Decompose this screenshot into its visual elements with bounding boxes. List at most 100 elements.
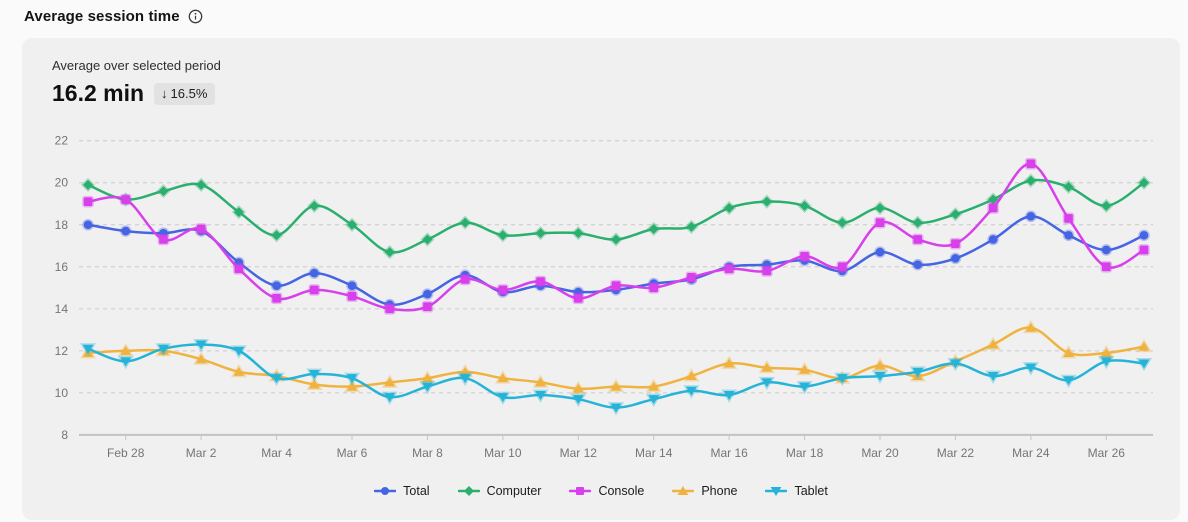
data-point[interactable]: [1135, 338, 1153, 353]
data-point[interactable]: [607, 378, 625, 393]
data-point[interactable]: [119, 193, 132, 206]
data-point[interactable]: [495, 228, 510, 243]
series-tablet[interactable]: [79, 339, 1153, 416]
data-point[interactable]: [572, 292, 585, 305]
data-point[interactable]: [80, 177, 96, 192]
data-point[interactable]: [1100, 244, 1113, 256]
data-point[interactable]: [494, 370, 511, 384]
data-point[interactable]: [948, 207, 963, 222]
data-point[interactable]: [910, 215, 925, 230]
data-point[interactable]: [759, 194, 774, 209]
data-point[interactable]: [949, 252, 962, 265]
data-point[interactable]: [343, 378, 361, 393]
data-point[interactable]: [872, 200, 888, 216]
data-point[interactable]: [419, 370, 436, 384]
legend-item-phone[interactable]: Phone: [672, 484, 737, 498]
data-point[interactable]: [269, 228, 284, 243]
data-point[interactable]: [230, 345, 247, 359]
data-point[interactable]: [193, 351, 210, 365]
data-point[interactable]: [645, 378, 662, 393]
data-point[interactable]: [874, 216, 886, 229]
data-point[interactable]: [195, 223, 207, 235]
data-point[interactable]: [346, 279, 358, 292]
data-point[interactable]: [343, 372, 361, 387]
data-point[interactable]: [308, 267, 321, 279]
data-point[interactable]: [381, 391, 398, 405]
data-point[interactable]: [381, 374, 398, 388]
data-point[interactable]: [155, 343, 172, 357]
data-point[interactable]: [645, 393, 662, 408]
info-icon[interactable]: [188, 9, 203, 24]
data-point[interactable]: [570, 380, 587, 395]
series-phone[interactable]: [79, 319, 1153, 395]
session-time-chart[interactable]: 8 10 12 14 16 18 20 22 Feb 28 Mar 2 Mar 4 Mar 6 Mar …: [22, 126, 1180, 471]
data-point[interactable]: [533, 226, 548, 241]
data-point[interactable]: [987, 233, 999, 246]
data-point[interactable]: [1060, 374, 1077, 389]
data-point[interactable]: [117, 355, 134, 370]
data-point[interactable]: [1025, 158, 1037, 170]
data-point[interactable]: [571, 226, 586, 241]
data-point[interactable]: [194, 177, 209, 192]
data-point[interactable]: [1062, 229, 1075, 242]
data-point[interactable]: [947, 357, 964, 372]
data-point[interactable]: [419, 381, 436, 395]
legend-item-computer[interactable]: Computer: [457, 484, 541, 498]
data-point[interactable]: [119, 225, 132, 237]
legend-item-total[interactable]: Total: [374, 484, 430, 498]
data-point[interactable]: [1135, 357, 1153, 372]
data-point[interactable]: [270, 279, 283, 292]
data-point[interactable]: [82, 218, 94, 231]
data-point[interactable]: [798, 250, 811, 263]
data-point[interactable]: [911, 233, 924, 246]
data-point[interactable]: [1099, 198, 1114, 213]
data-point[interactable]: [607, 402, 625, 416]
data-point[interactable]: [836, 260, 849, 273]
data-point[interactable]: [758, 376, 775, 391]
data-point[interactable]: [909, 366, 926, 380]
data-point[interactable]: [494, 391, 511, 405]
data-point[interactable]: [383, 303, 396, 315]
data-point[interactable]: [610, 279, 622, 292]
data-point[interactable]: [987, 202, 999, 214]
data-point[interactable]: [157, 233, 170, 246]
data-point[interactable]: [684, 219, 699, 234]
data-point[interactable]: [1060, 345, 1077, 359]
data-point[interactable]: [382, 244, 397, 260]
data-point[interactable]: [82, 195, 94, 208]
data-point[interactable]: [1138, 229, 1150, 242]
data-point[interactable]: [985, 336, 1002, 351]
data-point[interactable]: [721, 355, 738, 369]
data-point[interactable]: [911, 258, 924, 271]
data-point[interactable]: [117, 342, 134, 357]
data-point[interactable]: [231, 205, 246, 220]
data-point[interactable]: [835, 215, 850, 230]
data-point[interactable]: [306, 368, 323, 382]
legend-item-console[interactable]: Console: [569, 484, 644, 498]
data-point[interactable]: [1022, 362, 1039, 376]
data-point[interactable]: [608, 232, 624, 247]
data-point[interactable]: [346, 290, 358, 303]
data-point[interactable]: [761, 265, 773, 277]
data-point[interactable]: [1023, 173, 1038, 188]
data-point[interactable]: [1062, 212, 1075, 225]
data-point[interactable]: [1100, 260, 1113, 273]
data-point[interactable]: [685, 271, 698, 284]
data-point[interactable]: [497, 284, 509, 296]
data-point[interactable]: [193, 339, 210, 353]
data-point[interactable]: [834, 372, 851, 387]
data-point[interactable]: [1098, 345, 1115, 359]
data-point[interactable]: [534, 275, 547, 288]
data-point[interactable]: [871, 370, 889, 384]
data-point[interactable]: [458, 215, 473, 230]
data-point[interactable]: [683, 368, 700, 382]
data-point[interactable]: [233, 263, 245, 275]
data-point[interactable]: [758, 359, 775, 374]
data-point[interactable]: [1061, 179, 1076, 195]
data-point[interactable]: [457, 372, 474, 387]
data-point[interactable]: [796, 361, 813, 376]
data-point[interactable]: [646, 221, 661, 237]
data-point[interactable]: [647, 282, 660, 294]
data-point[interactable]: [421, 288, 434, 300]
data-point[interactable]: [722, 200, 737, 216]
